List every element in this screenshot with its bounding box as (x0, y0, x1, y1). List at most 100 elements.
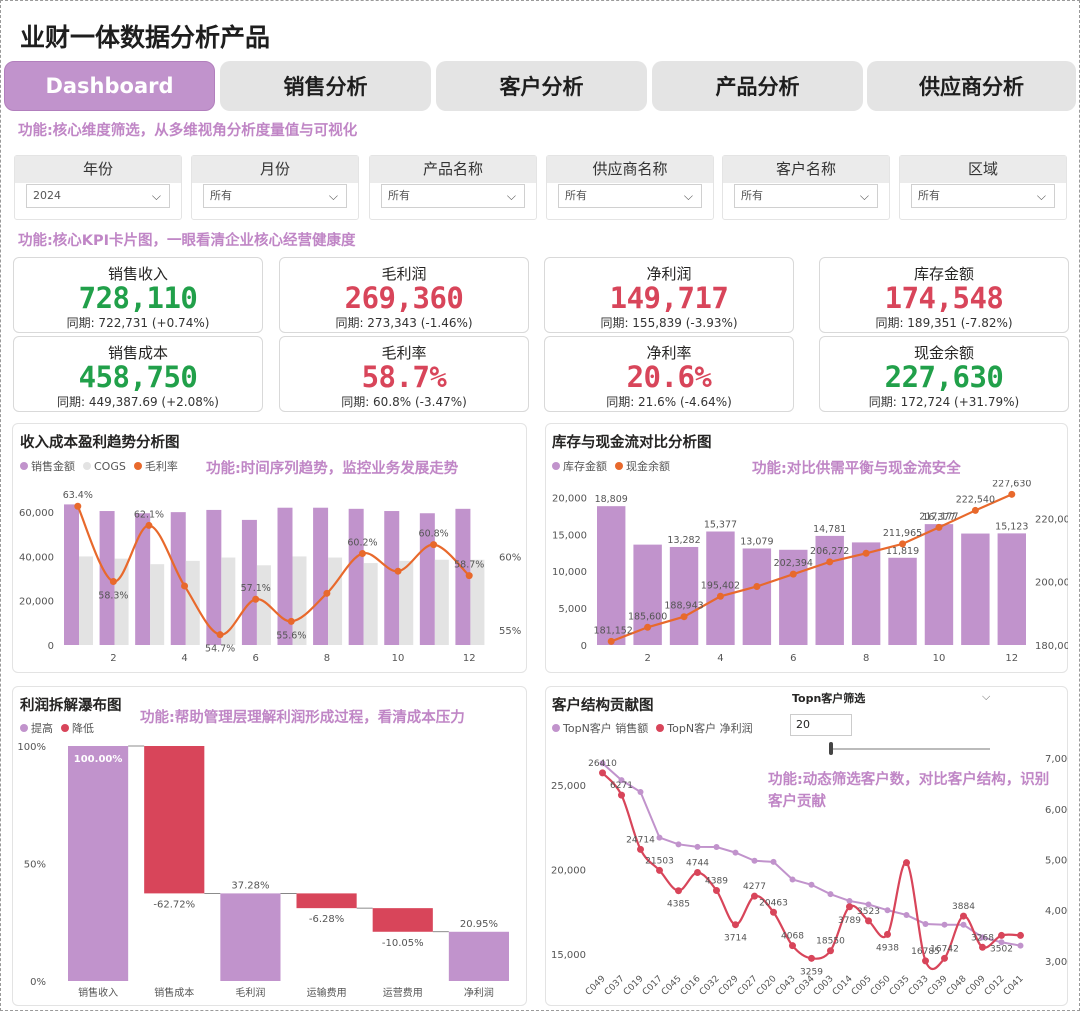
x-tick-label: 12 (463, 653, 476, 664)
inventory-legend: 库存金额 现金余额 (552, 458, 670, 474)
topn-profit-point (903, 859, 910, 867)
x-tick-label: 10 (933, 653, 946, 664)
topn-sales-point (789, 876, 796, 883)
slicer-value: 所有 (388, 189, 410, 202)
cash-point (1008, 490, 1016, 498)
y2-tick-label: 6,000 (1045, 805, 1068, 816)
topn-profit-point (865, 917, 872, 925)
kpi-label: 销售收入 (107, 265, 168, 283)
topn-sales-point (865, 901, 872, 908)
sales-bar (348, 508, 364, 645)
y2-tick-label: 60% (499, 552, 521, 563)
slicer-dropdown[interactable]: 所有 ⌵ (734, 184, 878, 208)
x-tick-label: 销售成本 (154, 986, 194, 999)
topn-data-label: 16785 (911, 947, 940, 957)
topn-sales-point (618, 777, 625, 784)
topn-sales-point (846, 897, 853, 904)
slicer-dropdown[interactable]: 所有 ⌵ (203, 184, 347, 208)
topn-sales-point (770, 858, 777, 865)
kpi-card: 销售成本 458,750 同期: 449,387.69 (+2.08%) (13, 336, 263, 412)
kpi-label: 毛利润 (381, 265, 427, 283)
kpi-value: 149,717 (609, 281, 729, 315)
trend-chart-svg: 0 20,000 40,000 60,000 55% 60% 2 4 6 8 10 12 63.4% 58… (19, 490, 521, 664)
topn-sales-point (751, 857, 758, 864)
sales-bar (64, 504, 79, 645)
inventory-bar (597, 506, 626, 645)
inventory-bar (669, 546, 699, 645)
margin-data-label: 58.7% (454, 560, 484, 571)
cash-data-label: 202,394 (774, 558, 813, 569)
kpi-note: 功能:核心KPI卡片图，一眼看清企业核心经营健康度 (18, 233, 356, 249)
topn-profit-point (675, 887, 682, 895)
topn-profit-point (846, 903, 853, 911)
tab-1[interactable]: 销售分析 (220, 61, 431, 111)
kpi-value: 58.7% (361, 360, 447, 394)
cash-point (935, 523, 943, 531)
waterfall-data-label: -10.05% (382, 938, 424, 949)
topn-data-label: 26410 (588, 759, 617, 769)
kpi-compare: 同期: 21.6% (-4.64%) (606, 395, 732, 409)
kpi-card: 销售收入 728,110 同期: 722,731 (+0.74%) (13, 257, 263, 333)
topn-data-label: 4068 (781, 932, 804, 942)
trend-chart-title: 收入成本盈利趋势分析图 (20, 435, 180, 451)
y-tick-label: 25,000 (551, 781, 586, 792)
slicer-dropdown[interactable]: 所有 ⌵ (911, 184, 1055, 208)
tab-2[interactable]: 客户分析 (436, 61, 647, 111)
x-tick-label: 10 (392, 653, 405, 664)
waterfall-data-label: 37.28% (231, 880, 269, 891)
topn-chevron-icon[interactable]: ⌵ (982, 690, 991, 703)
topn-data-label: 6271 (610, 781, 633, 791)
cash-data-label: 195,402 (701, 580, 740, 591)
slicer-dropdown[interactable]: 2024 ⌵ (26, 184, 170, 208)
kpi-value: 728,110 (78, 281, 198, 315)
inventory-data-label: 11,819 (886, 546, 919, 557)
waterfall-up-bar (220, 893, 281, 981)
kpi-value: 269,360 (344, 281, 464, 315)
margin-data-label: 60.8% (419, 529, 449, 540)
margin-point (216, 631, 224, 639)
topn-sales-point (827, 891, 834, 898)
slicer-value: 所有 (565, 189, 587, 202)
topn-profit-point (941, 954, 948, 962)
customer-chart-title: 客户结构贡献图 (552, 698, 654, 714)
x-tick-label: C037 (603, 974, 627, 998)
margin-point (109, 578, 117, 586)
cogs-bar (256, 565, 271, 645)
waterfall-data-label: -62.72% (153, 899, 195, 910)
topn-value-input[interactable]: 20 (790, 714, 852, 736)
slicer-dropdown[interactable]: 所有 ⌵ (381, 184, 525, 208)
y-tick-label: 10,000 (552, 567, 587, 578)
topn-profit-point (618, 791, 625, 799)
inventory-note: 功能:对比供需平衡与现金流安全 (752, 461, 961, 477)
slicer-dropdown[interactable]: 所有 ⌵ (558, 184, 702, 208)
y-tick-label: 50% (24, 860, 46, 871)
x-tick-label: C019 (622, 974, 646, 998)
x-tick-label: 2 (644, 653, 650, 664)
inventory-bar (742, 548, 772, 645)
topn-sales-point (998, 939, 1005, 946)
topn-data-label: 21503 (645, 856, 674, 866)
kpi-label: 净利润 (646, 265, 692, 283)
margin-data-label: 60.2% (347, 537, 377, 548)
topn-data-label: 4744 (686, 859, 709, 869)
topn-slider-handle[interactable] (829, 742, 833, 755)
inventory-bar (997, 533, 1026, 645)
tab-3[interactable]: 产品分析 (652, 61, 863, 111)
kpi-value: 458,750 (78, 360, 198, 394)
topn-profit-point (960, 912, 967, 920)
inventory-chart-svg: 05,00010,00015,00020,000180,000200,00022… (552, 480, 1068, 664)
kpi-label: 毛利率 (381, 344, 427, 362)
tab-0[interactable]: Dashboard (4, 61, 215, 111)
chevron-down-icon: ⌵ (683, 189, 693, 203)
x-tick-label: C032 (698, 974, 722, 998)
topn-profit-point (751, 892, 758, 900)
slicer-0: 年份 2024 ⌵ (14, 155, 182, 220)
inventory-data-label: 15,123 (995, 521, 1028, 532)
x-tick-label: C048 (945, 974, 969, 998)
waterfall-chart-svg: 0% 50% 100% 100.00% 销售收入 -62.72% 销售成本 37.28% 毛利润… (17, 742, 509, 999)
topn-sales-point (1017, 942, 1024, 949)
tab-4[interactable]: 供应商分析 (867, 61, 1076, 111)
inventory-data-label: 13,282 (667, 535, 700, 546)
x-tick-label: C035 (888, 974, 912, 998)
y-tick-label: 20,000 (551, 866, 586, 877)
